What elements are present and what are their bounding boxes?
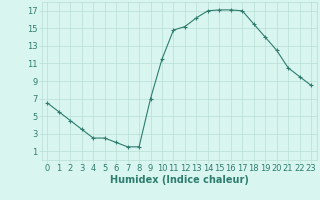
X-axis label: Humidex (Indice chaleur): Humidex (Indice chaleur) (110, 175, 249, 185)
